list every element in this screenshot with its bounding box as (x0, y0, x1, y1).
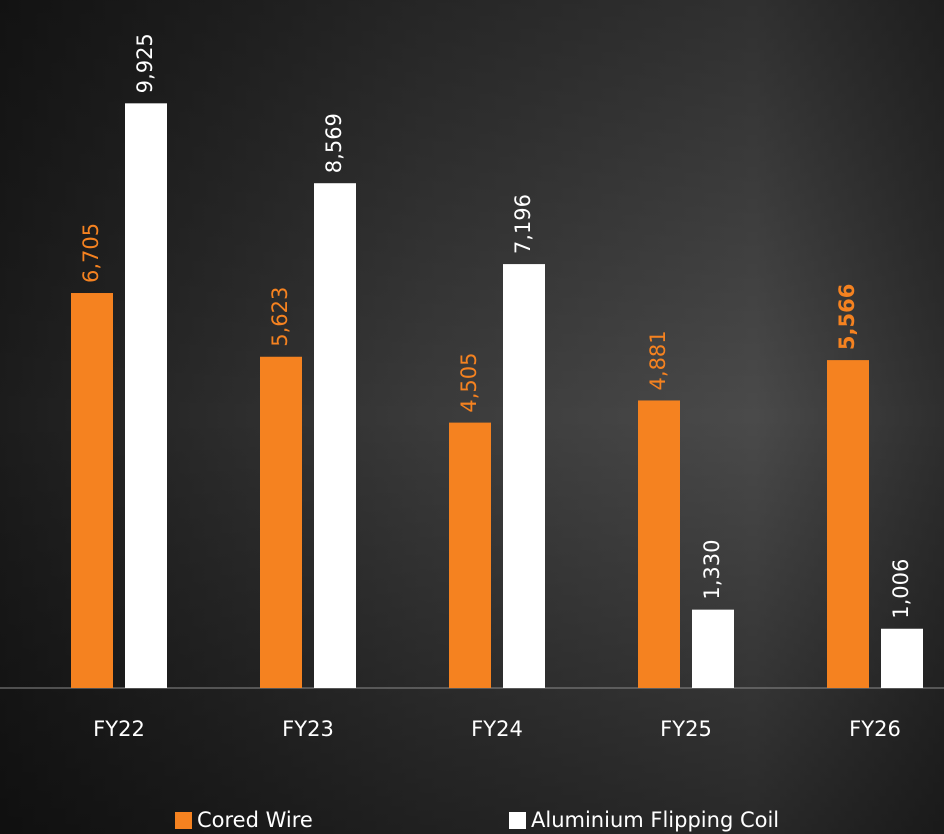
x-tick-label: FY23 (282, 717, 334, 741)
data-label: 8,569 (322, 113, 346, 173)
bar (314, 183, 356, 688)
legend-swatch (509, 812, 526, 829)
data-label: 7,196 (511, 194, 535, 254)
data-label: 1,006 (889, 559, 913, 619)
x-tick-label: FY22 (93, 717, 145, 741)
data-label: 9,925 (133, 33, 157, 93)
bar (638, 400, 680, 688)
x-tick-label: FY26 (849, 717, 901, 741)
bar (260, 356, 302, 688)
x-tick-label: FY24 (471, 717, 523, 741)
bar (881, 628, 923, 688)
data-label: 6,705 (79, 223, 103, 283)
data-label: 5,623 (268, 287, 292, 347)
bar (827, 360, 869, 688)
data-label: 5,566 (835, 284, 859, 350)
legend-label: Aluminium Flipping Coil (531, 808, 779, 832)
bar (503, 264, 545, 688)
data-label: 4,505 (457, 352, 481, 412)
x-tick-label: FY25 (660, 717, 712, 741)
bar (692, 609, 734, 688)
legend-swatch (175, 812, 192, 829)
data-label: 4,881 (646, 330, 670, 390)
bar (449, 422, 491, 688)
data-label: 1,330 (700, 540, 724, 600)
bar (125, 103, 167, 688)
bar (71, 293, 113, 688)
legend-label: Cored Wire (197, 808, 313, 832)
